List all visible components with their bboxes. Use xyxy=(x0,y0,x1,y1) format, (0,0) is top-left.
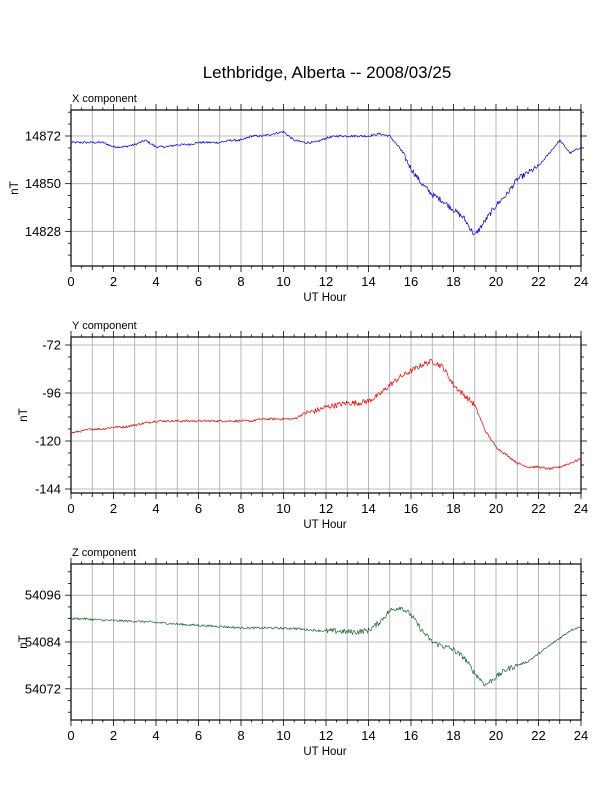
x-axis-label: UT Hour xyxy=(303,292,346,304)
panel-title: Y component xyxy=(72,320,137,332)
x-tick-label: 0 xyxy=(67,501,74,516)
x-tick-label: 18 xyxy=(446,274,460,289)
y-axis-label: nT xyxy=(9,181,21,194)
x-tick-label: 16 xyxy=(404,274,418,289)
y-tick-label: -72 xyxy=(42,338,61,353)
x-tick-label: 14 xyxy=(361,501,375,516)
x-tick-label: 14 xyxy=(361,728,375,743)
x-tick-label: 16 xyxy=(404,501,418,516)
x-tick-label: 8 xyxy=(237,728,244,743)
x-tick-label: 10 xyxy=(276,728,290,743)
x-tick-label: 16 xyxy=(404,728,418,743)
x-axis-label: UT Hour xyxy=(303,519,346,531)
y-tick-label: 54084 xyxy=(25,635,61,650)
x-tick-label: 14 xyxy=(361,274,375,289)
x-tick-label: 2 xyxy=(110,501,117,516)
series-line-z xyxy=(70,606,582,687)
x-tick-label: 8 xyxy=(237,501,244,516)
x-tick-label: 6 xyxy=(195,274,202,289)
x-tick-label: 0 xyxy=(67,274,74,289)
x-tick-label: 22 xyxy=(531,274,545,289)
x-tick-label: 10 xyxy=(276,274,290,289)
y-tick-label: -144 xyxy=(35,482,61,497)
y-axis-label: nT xyxy=(18,635,30,648)
x-tick-label: 24 xyxy=(574,501,588,516)
y-tick-label: 14872 xyxy=(25,129,61,144)
x-tick-label: 24 xyxy=(574,274,588,289)
y-tick-label: -96 xyxy=(42,386,61,401)
y-tick-label: 54096 xyxy=(25,588,61,603)
series-line-x xyxy=(70,130,582,236)
x-tick-label: 6 xyxy=(195,501,202,516)
y-axis-label: nT xyxy=(18,408,30,421)
x-tick-label: 4 xyxy=(152,501,159,516)
x-tick-label: 2 xyxy=(110,728,117,743)
y-tick-label: 14828 xyxy=(25,224,61,239)
y-tick-label: 54072 xyxy=(25,681,61,696)
x-tick-label: 22 xyxy=(531,728,545,743)
x-tick-label: 4 xyxy=(152,274,159,289)
x-tick-label: 24 xyxy=(574,728,588,743)
y-tick-label: 14850 xyxy=(25,176,61,191)
x-tick-label: 4 xyxy=(152,728,159,743)
series-line-y xyxy=(70,358,582,471)
x-tick-label: 20 xyxy=(489,274,503,289)
x-tick-label: 18 xyxy=(446,501,460,516)
x-tick-label: 20 xyxy=(489,501,503,516)
x-tick-label: 18 xyxy=(446,728,460,743)
x-tick-label: 8 xyxy=(237,274,244,289)
x-tick-label: 2 xyxy=(110,274,117,289)
page-title: Lethbridge, Alberta -- 2008/03/25 xyxy=(203,63,452,82)
x-axis-label: UT Hour xyxy=(303,746,346,758)
panel-title: Z component xyxy=(72,547,136,559)
x-tick-label: 22 xyxy=(531,501,545,516)
y-tick-label: -120 xyxy=(35,434,61,449)
x-tick-label: 10 xyxy=(276,501,290,516)
x-tick-label: 12 xyxy=(319,274,333,289)
x-tick-label: 20 xyxy=(489,728,503,743)
x-tick-label: 0 xyxy=(67,728,74,743)
x-tick-label: 6 xyxy=(195,728,202,743)
chart-panel-y: 0 2 4 6 8 10 12 14 16 18 20 22 24-144-120-96-72Y com… xyxy=(18,320,588,531)
panel-title: X component xyxy=(72,93,137,105)
x-tick-label: 12 xyxy=(319,728,333,743)
x-tick-label: 12 xyxy=(319,501,333,516)
